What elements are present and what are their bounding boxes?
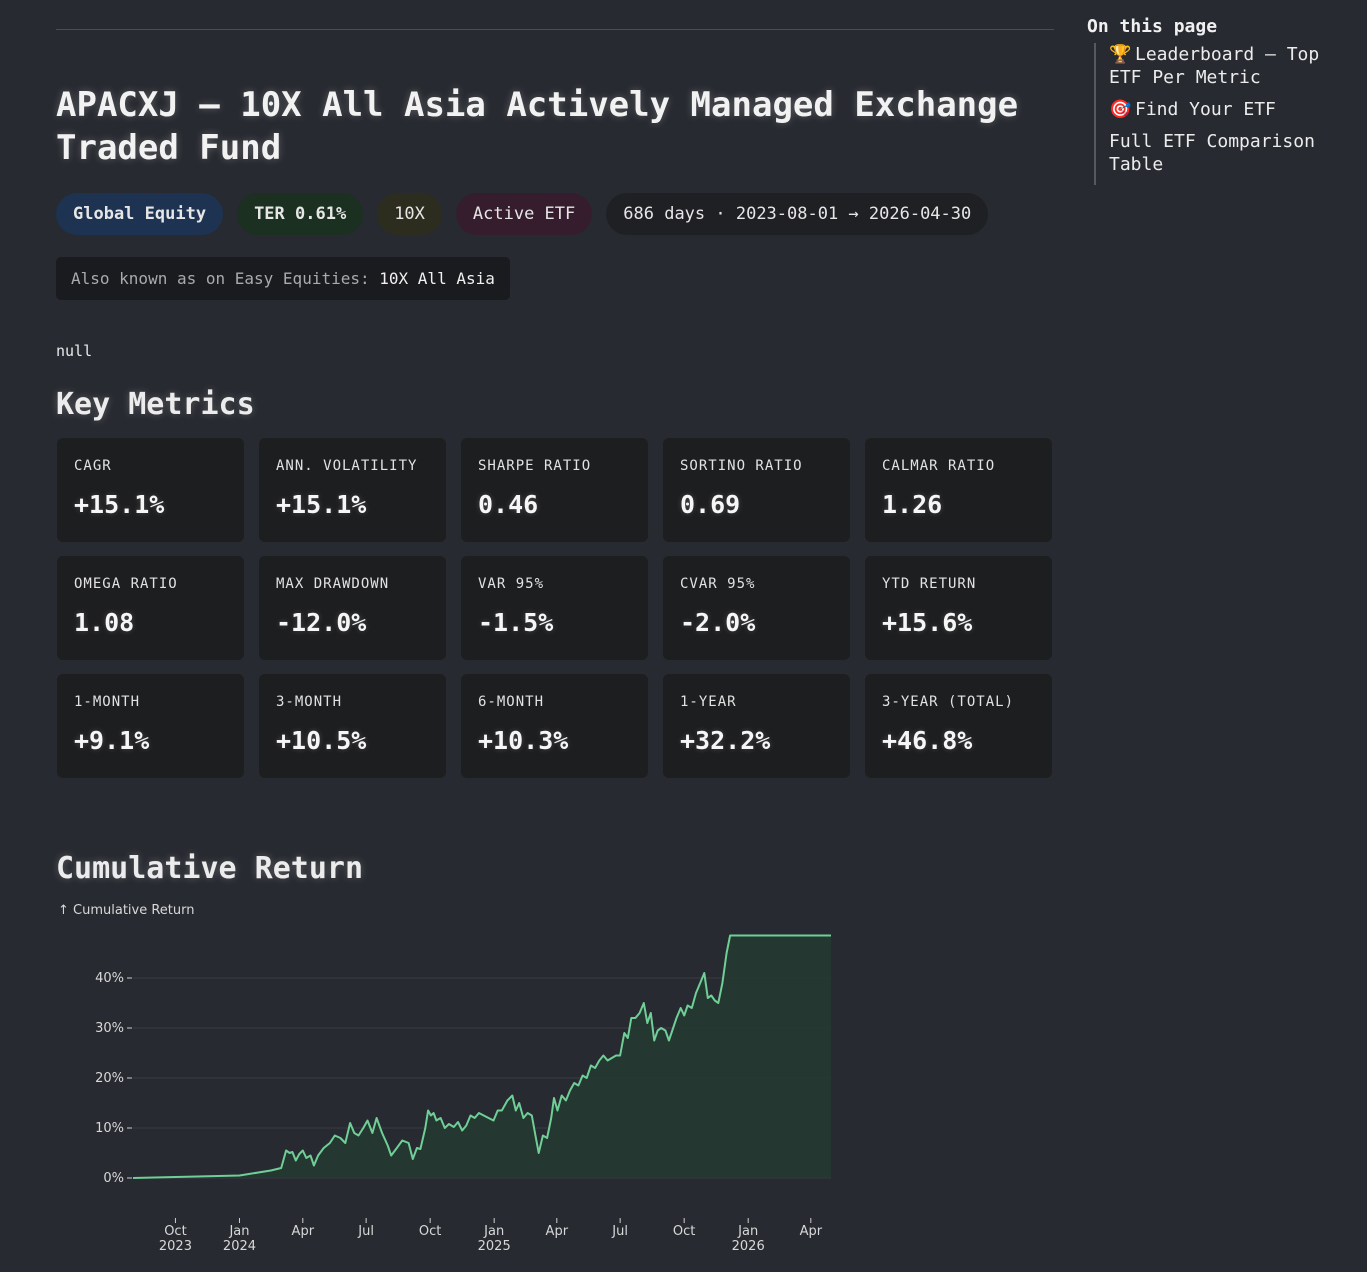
metric-label: YTD RETURN (882, 576, 977, 592)
x-tick-label: Oct (673, 1224, 695, 1239)
metric-value: +9.1% (74, 726, 150, 755)
aka-value: 10X All Asia (379, 269, 495, 288)
cumulative-return-chart: ↑ Cumulative Return 0% 10% 20% 30% 40% Oct 2023… (56, 898, 856, 1268)
x-tick-label: Apr (546, 1224, 569, 1239)
cumulative-return-line (132, 934, 831, 1179)
key-metrics-heading: Key Metrics (56, 387, 255, 422)
metric-value: 1.26 (882, 490, 943, 519)
y-tick-label: 40% (95, 971, 124, 986)
toc-list: 🏆 Leaderboard — Top ETF Per Metric 🎯 Find Y… (1094, 43, 1349, 185)
y-tick-label: 0% (103, 1171, 124, 1186)
metric-card: OMEGA RATIO 1.08 (57, 556, 244, 660)
metric-value: -1.5% (478, 608, 554, 637)
x-tick-label: Jan (483, 1224, 504, 1239)
metric-label: MAX DRAWDOWN (276, 576, 390, 592)
metric-value: +15.1% (276, 490, 367, 519)
y-tick-label: 20% (95, 1071, 124, 1086)
toc-link-label: Full ETF Comparison Table (1109, 131, 1315, 175)
metrics-grid: CAGR +15.1% ANN. VOLATILITY +15.1% SHARPE RA… (57, 438, 1053, 778)
metric-card: SHARPE RATIO 0.46 (461, 438, 648, 542)
metric-label: 1-YEAR (680, 694, 737, 710)
period-badge: 686 days · 2023-08-01 → 2026-04-30 (606, 193, 989, 235)
metric-card: MAX DRAWDOWN -12.0% (259, 556, 446, 660)
x-tick-year-label: 2026 (732, 1239, 765, 1254)
x-tick-year-label: 2024 (223, 1239, 256, 1254)
metric-value: +10.3% (478, 726, 569, 755)
trophy-icon: 🏆 (1109, 44, 1132, 65)
metric-label: 6-MONTH (478, 694, 545, 710)
toc-link-label: Find Your ETF (1135, 99, 1276, 120)
x-tick-label: Apr (800, 1224, 823, 1239)
metric-label: VAR 95% (478, 576, 545, 592)
metric-label: SHARPE RATIO (478, 458, 592, 474)
cumulative-return-heading: Cumulative Return (56, 851, 364, 886)
issuer-badge[interactable]: 10X (377, 193, 442, 235)
toc-title: On this page (1087, 16, 1218, 37)
y-axis-label: ↑ Cumulative Return (58, 903, 195, 918)
metric-value: +32.2% (680, 726, 771, 755)
badge-row: Global Equity TER 0.61% 10X Active ETF 6… (56, 193, 989, 235)
toc-link[interactable]: Full ETF Comparison Table (1109, 130, 1349, 176)
metric-label: CVAR 95% (680, 576, 756, 592)
metric-card: 1-YEAR +32.2% (663, 674, 850, 778)
metric-value: -12.0% (276, 608, 367, 637)
x-tick-label: Jan (737, 1224, 758, 1239)
x-tick-label: Jul (357, 1224, 374, 1239)
x-tick-label: Apr (292, 1224, 315, 1239)
metric-value: +15.6% (882, 608, 973, 637)
metric-value: 0.46 (478, 490, 539, 519)
metric-label: 3-YEAR (TOTAL) (882, 694, 1015, 710)
x-tick-label: Oct (164, 1224, 186, 1239)
metric-card: 3-MONTH +10.5% (259, 674, 446, 778)
y-tick-label: 30% (95, 1021, 124, 1036)
page-title: APACXJ — 10X All Asia Actively Managed E… (56, 85, 1019, 168)
metric-label: ANN. VOLATILITY (276, 458, 418, 474)
metric-card: SORTINO RATIO 0.69 (663, 438, 850, 542)
metric-card: ANN. VOLATILITY +15.1% (259, 438, 446, 542)
aka-label: Also known as on Easy Equities: (71, 269, 370, 288)
toc-link[interactable]: 🎯 Find Your ETF (1109, 98, 1349, 121)
metric-label: SORTINO RATIO (680, 458, 803, 474)
toc-link[interactable]: 🏆 Leaderboard — Top ETF Per Metric (1109, 43, 1349, 89)
y-tick-label: 10% (95, 1121, 124, 1136)
metric-label: CAGR (74, 458, 112, 474)
x-tick-label: Jul (611, 1224, 628, 1239)
metric-label: 1-MONTH (74, 694, 141, 710)
cumulative-return-area (133, 935, 831, 1178)
metric-card: YTD RETURN +15.6% (865, 556, 1052, 660)
type-badge: Active ETF (455, 193, 593, 235)
metric-value: 0.69 (680, 490, 741, 519)
chart-svg: ↑ Cumulative Return0%10%20%30%40%Oct2023… (58, 903, 831, 1254)
metric-label: 3-MONTH (276, 694, 343, 710)
metric-value: +46.8% (882, 726, 973, 755)
metric-card: CALMAR RATIO 1.26 (865, 438, 1052, 542)
metric-card: CVAR 95% -2.0% (663, 556, 850, 660)
metric-label: OMEGA RATIO (74, 576, 178, 592)
metric-value: +10.5% (276, 726, 367, 755)
metric-value: -2.0% (680, 608, 756, 637)
metric-card: 1-MONTH +9.1% (57, 674, 244, 778)
metric-card: 6-MONTH +10.3% (461, 674, 648, 778)
target-icon: 🎯 (1109, 99, 1132, 120)
metric-card: VAR 95% -1.5% (461, 556, 648, 660)
metric-value: 1.08 (74, 608, 135, 637)
aka-box: Also known as on Easy Equities: 10X All … (56, 257, 510, 300)
x-tick-label: Jan (228, 1224, 249, 1239)
category-badge[interactable]: Global Equity (56, 193, 224, 235)
x-tick-label: Oct (419, 1224, 441, 1239)
metric-label: CALMAR RATIO (882, 458, 996, 474)
top-divider (56, 29, 1054, 30)
x-tick-year-label: 2025 (478, 1239, 511, 1254)
metric-card: CAGR +15.1% (57, 438, 244, 542)
metric-value: +15.1% (74, 490, 165, 519)
metric-card: 3-YEAR (TOTAL) +46.8% (865, 674, 1052, 778)
toc-link-label: Leaderboard — Top ETF Per Metric (1109, 44, 1320, 88)
description-text: null (56, 342, 93, 360)
x-tick-year-label: 2023 (159, 1239, 192, 1254)
ter-badge: TER 0.61% (237, 193, 364, 235)
